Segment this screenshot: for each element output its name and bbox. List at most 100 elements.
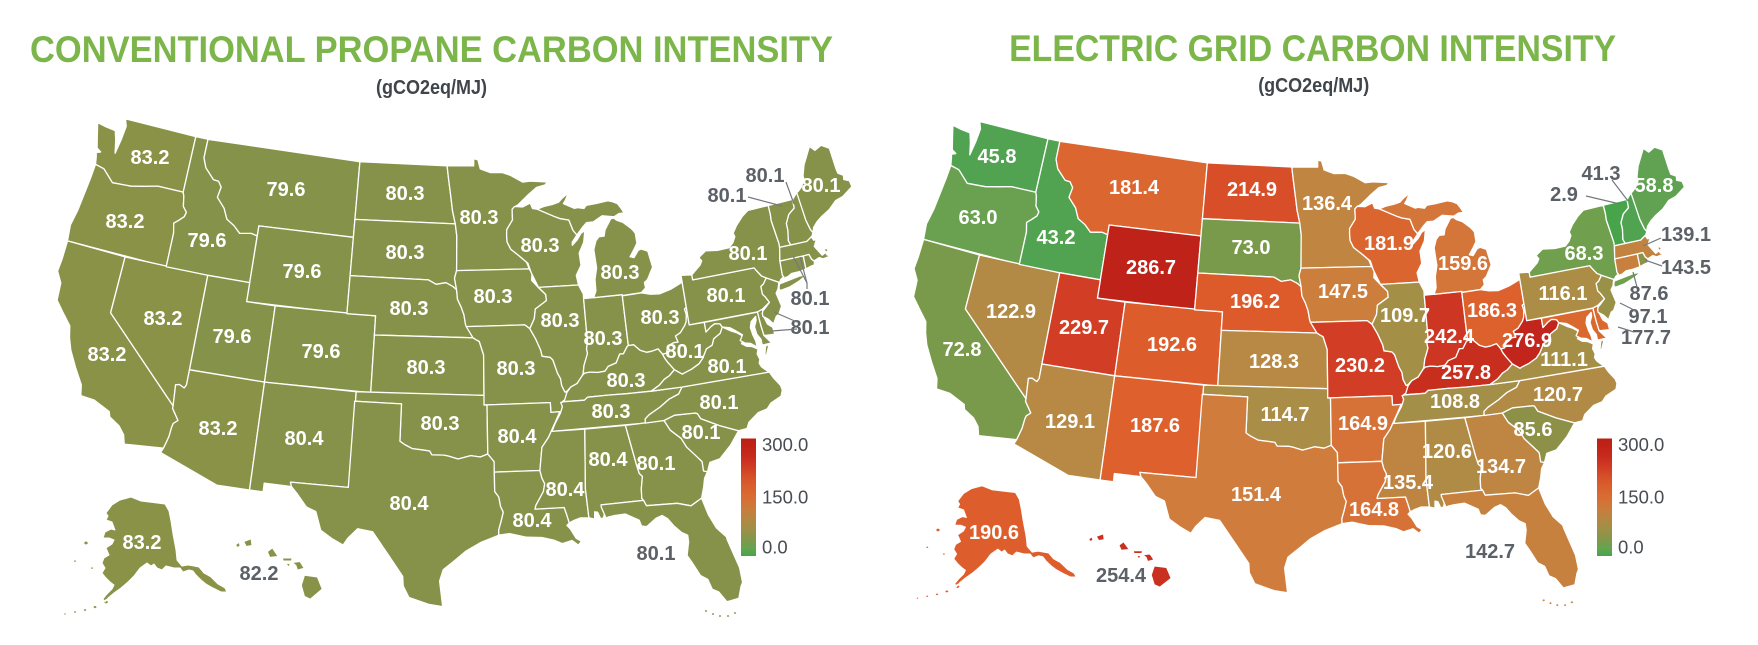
svg-text:ELECTRIC GRID CARBON INTENSITY: ELECTRIC GRID CARBON INTENSITY [1009, 28, 1616, 69]
svg-text:242.4: 242.4 [1424, 326, 1475, 348]
svg-text:45.8: 45.8 [978, 146, 1017, 168]
svg-text:(gCO2eq/MJ): (gCO2eq/MJ) [1258, 75, 1369, 97]
svg-text:43.2: 43.2 [1037, 227, 1076, 249]
svg-text:80.3: 80.3 [386, 242, 425, 264]
svg-text:80.4: 80.4 [390, 493, 430, 515]
svg-text:80.4: 80.4 [498, 426, 538, 448]
svg-text:72.8: 72.8 [943, 339, 982, 361]
svg-text:80.3: 80.3 [421, 413, 460, 435]
svg-text:80.3: 80.3 [607, 370, 646, 392]
svg-text:122.9: 122.9 [986, 301, 1036, 323]
svg-text:181.9: 181.9 [1364, 233, 1414, 255]
svg-text:79.6: 79.6 [267, 179, 306, 201]
svg-text:164.8: 164.8 [1349, 499, 1399, 521]
svg-text:108.8: 108.8 [1430, 391, 1480, 413]
svg-text:80.3: 80.3 [474, 286, 513, 308]
svg-text:192.6: 192.6 [1147, 334, 1197, 356]
svg-text:257.8: 257.8 [1441, 362, 1491, 384]
svg-text:80.1: 80.1 [746, 165, 785, 187]
svg-text:143.5: 143.5 [1661, 257, 1711, 279]
svg-text:120.6: 120.6 [1422, 441, 1472, 463]
svg-text:147.5: 147.5 [1318, 281, 1368, 303]
svg-text:230.2: 230.2 [1335, 355, 1385, 377]
svg-text:186.3: 186.3 [1467, 300, 1517, 322]
svg-text:0.0: 0.0 [762, 537, 788, 558]
svg-text:120.7: 120.7 [1533, 384, 1583, 406]
svg-text:80.1: 80.1 [802, 175, 841, 197]
svg-text:80.1: 80.1 [707, 285, 746, 307]
svg-text:80.1: 80.1 [637, 543, 676, 565]
svg-text:80.3: 80.3 [521, 235, 560, 257]
svg-text:80.4: 80.4 [513, 510, 553, 532]
svg-text:63.0: 63.0 [959, 207, 998, 229]
svg-text:151.4: 151.4 [1231, 484, 1282, 506]
svg-text:229.7: 229.7 [1059, 317, 1109, 339]
svg-text:83.2: 83.2 [123, 532, 162, 554]
svg-text:83.2: 83.2 [131, 147, 170, 169]
svg-text:80.1: 80.1 [791, 317, 830, 339]
svg-text:80.3: 80.3 [592, 401, 631, 423]
svg-text:80.3: 80.3 [407, 357, 446, 379]
svg-text:79.6: 79.6 [188, 230, 227, 252]
svg-text:254.4: 254.4 [1096, 565, 1147, 587]
svg-text:111.1: 111.1 [1540, 349, 1588, 371]
svg-text:80.3: 80.3 [641, 307, 680, 329]
svg-text:142.7: 142.7 [1465, 541, 1515, 563]
svg-text:0.0: 0.0 [1618, 537, 1644, 558]
svg-text:80.4: 80.4 [589, 449, 629, 471]
svg-text:190.6: 190.6 [969, 522, 1019, 544]
svg-text:300.0: 300.0 [1618, 434, 1664, 455]
svg-text:80.1: 80.1 [729, 243, 768, 265]
svg-text:80.1: 80.1 [666, 341, 705, 363]
svg-text:136.4: 136.4 [1302, 193, 1353, 215]
svg-text:83.2: 83.2 [144, 308, 183, 330]
svg-text:79.6: 79.6 [302, 341, 341, 363]
svg-text:68.3: 68.3 [1565, 243, 1604, 265]
svg-text:276.9: 276.9 [1502, 330, 1552, 352]
svg-text:80.1: 80.1 [637, 453, 676, 475]
svg-text:58.8: 58.8 [1635, 175, 1674, 197]
svg-text:134.7: 134.7 [1476, 456, 1526, 478]
svg-text:114.7: 114.7 [1261, 404, 1310, 426]
svg-text:83.2: 83.2 [106, 211, 145, 233]
svg-text:87.6: 87.6 [1630, 283, 1669, 305]
svg-text:80.4: 80.4 [546, 479, 586, 501]
svg-text:150.0: 150.0 [762, 487, 808, 508]
svg-text:80.3: 80.3 [460, 207, 499, 229]
svg-text:85.6: 85.6 [1514, 419, 1553, 441]
svg-text:97.1: 97.1 [1629, 306, 1668, 328]
svg-text:159.6: 159.6 [1438, 253, 1488, 275]
svg-text:80.1: 80.1 [708, 356, 747, 378]
svg-text:196.2: 196.2 [1230, 291, 1280, 313]
svg-text:80.3: 80.3 [601, 262, 640, 284]
svg-text:80.1: 80.1 [682, 422, 721, 444]
svg-text:80.1: 80.1 [700, 392, 739, 414]
svg-text:177.7: 177.7 [1621, 327, 1671, 349]
svg-text:150.0: 150.0 [1618, 487, 1664, 508]
svg-text:109.7: 109.7 [1380, 305, 1430, 327]
svg-text:181.4: 181.4 [1109, 177, 1160, 199]
svg-text:83.2: 83.2 [88, 344, 127, 366]
svg-text:116.1: 116.1 [1539, 283, 1588, 305]
svg-text:80.4: 80.4 [285, 428, 325, 450]
svg-text:82.2: 82.2 [240, 563, 279, 585]
svg-text:80.3: 80.3 [584, 328, 623, 350]
svg-text:2.9: 2.9 [1550, 184, 1578, 206]
svg-text:79.6: 79.6 [213, 326, 252, 348]
svg-text:214.9: 214.9 [1227, 179, 1277, 201]
svg-text:CONVENTIONAL PROPANE CARBON IN: CONVENTIONAL PROPANE CARBON INTENSITY [30, 29, 833, 70]
svg-text:79.6: 79.6 [283, 261, 322, 283]
svg-text:286.7: 286.7 [1126, 257, 1176, 279]
svg-text:80.1: 80.1 [791, 288, 830, 310]
svg-text:(gCO2eq/MJ): (gCO2eq/MJ) [376, 77, 487, 99]
svg-text:128.3: 128.3 [1249, 351, 1299, 373]
svg-text:80.1: 80.1 [708, 185, 747, 207]
svg-text:139.1: 139.1 [1661, 224, 1711, 246]
svg-text:164.9: 164.9 [1338, 413, 1388, 435]
svg-text:73.0: 73.0 [1232, 237, 1271, 259]
svg-text:129.1: 129.1 [1045, 411, 1095, 433]
svg-text:300.0: 300.0 [762, 434, 808, 455]
svg-text:187.6: 187.6 [1130, 415, 1180, 437]
svg-text:41.3: 41.3 [1582, 163, 1621, 185]
svg-text:80.3: 80.3 [390, 298, 429, 320]
